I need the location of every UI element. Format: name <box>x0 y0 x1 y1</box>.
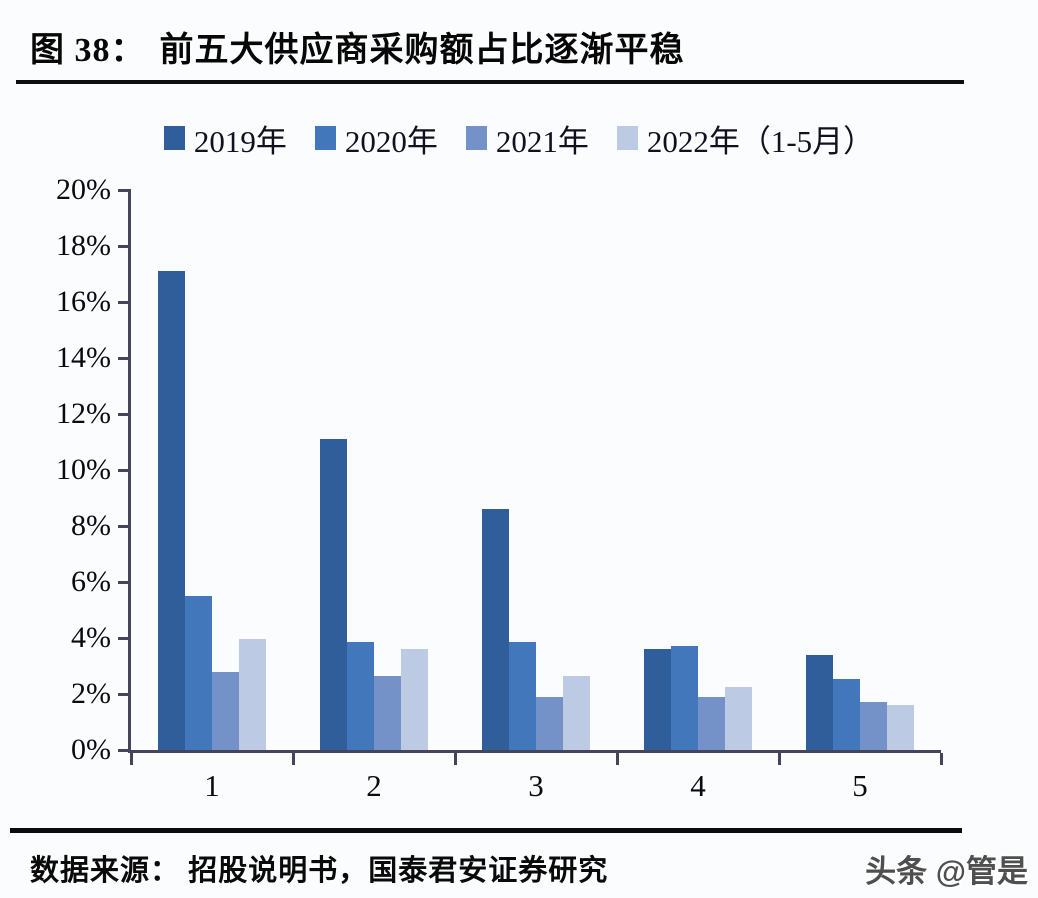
bar-2019年-category-2 <box>320 439 347 750</box>
data-source-text: 数据来源： 招股说明书，国泰君安证券研究 <box>30 855 609 887</box>
y-axis-tick-8 <box>118 524 131 528</box>
bar-2020年-category-4 <box>671 646 698 750</box>
x-axis-boundary-tick-4 <box>777 753 781 765</box>
y-axis-label-8: 8% <box>71 509 111 542</box>
legend-swatch-icon <box>616 126 638 150</box>
y-axis-label-0: 0% <box>71 733 111 766</box>
y-axis-tick-2 <box>118 692 131 696</box>
chart-legend: 2019年 2020年 2021年 2022年（1-5月） <box>0 116 1038 160</box>
legend-item-2020年: 2020年 <box>314 116 438 161</box>
x-axis-label-2: 2 <box>366 768 382 803</box>
x-axis-label-3: 3 <box>528 768 544 803</box>
y-axis-label-18: 18% <box>56 229 111 262</box>
bar-2019年-category-5 <box>806 654 833 750</box>
x-axis-boundary-tick-2 <box>453 753 457 765</box>
legend-item-2021年: 2021年 <box>465 116 589 161</box>
bar-2022年（1-5月）-category-4 <box>725 687 752 750</box>
y-axis-label-20: 20% <box>56 173 111 206</box>
legend-item-2022年（1-5月）: 2022年（1-5月） <box>616 116 875 161</box>
bar-2019年-category-4 <box>644 649 671 750</box>
bar-2021年-category-4 <box>698 696 725 750</box>
bar-2021年-category-3 <box>536 696 563 750</box>
bar-2020年-category-3 <box>509 642 536 750</box>
bar-2022年（1-5月）-category-2 <box>401 649 428 750</box>
y-axis-label-10: 10% <box>56 453 111 486</box>
x-axis-boundary-tick-0 <box>129 753 133 765</box>
footer-rule <box>10 828 962 833</box>
x-axis-boundary-tick-3 <box>615 753 619 765</box>
legend-label: 2022年（1-5月） <box>646 123 875 159</box>
legend-swatch-icon <box>314 126 336 150</box>
figure-number-label: 图 38： <box>30 32 146 69</box>
bar-2022年（1-5月）-category-1 <box>239 639 266 750</box>
x-axis-label-5: 5 <box>852 768 868 803</box>
legend-item-2019年: 2019年 <box>163 116 287 161</box>
bar-2020年-category-2 <box>347 642 374 750</box>
y-axis-label-12: 12% <box>56 397 111 430</box>
bar-2019年-category-3 <box>482 509 509 750</box>
legend-swatch-icon <box>465 126 487 150</box>
title-underline <box>16 80 964 84</box>
y-axis-tick-4 <box>118 636 131 640</box>
footer: 数据来源： 招股说明书，国泰君安证券研究 头条 @管是 <box>0 840 1038 896</box>
x-axis-boundary-tick-5 <box>939 753 943 765</box>
bar-2022年（1-5月）-category-5 <box>887 705 914 750</box>
bar-2020年-category-1 <box>185 596 212 750</box>
y-axis-tick-16 <box>118 300 131 304</box>
toutiao-watermark: 头条 @管是 <box>865 853 1028 889</box>
figure-title-text: 前五大供应商采购额占比逐渐平稳 <box>159 32 685 69</box>
y-axis-label-16: 16% <box>56 285 111 318</box>
y-axis-label-4: 4% <box>71 621 111 654</box>
y-axis-tick-14 <box>118 356 131 360</box>
y-axis-tick-12 <box>118 412 131 416</box>
bar-2020年-category-5 <box>833 678 860 750</box>
x-axis-boundary-tick-1 <box>291 753 295 765</box>
bar-2021年-category-1 <box>212 671 239 750</box>
y-axis-tick-6 <box>118 580 131 584</box>
y-axis-tick-10 <box>118 468 131 472</box>
bar-2021年-category-2 <box>374 675 401 750</box>
legend-label: 2019年 <box>193 123 287 159</box>
y-axis-label-2: 2% <box>71 677 111 710</box>
bar-2021年-category-5 <box>860 702 887 750</box>
y-axis-tick-18 <box>118 244 131 248</box>
legend-label: 2021年 <box>495 123 589 159</box>
x-axis-label-1: 1 <box>204 768 220 803</box>
y-axis-label-14: 14% <box>56 341 111 374</box>
legend-label: 2020年 <box>344 123 438 159</box>
bar-2022年（1-5月）-category-3 <box>563 675 590 750</box>
x-axis-label-4: 4 <box>690 768 706 803</box>
bar-chart-plot-area: 0% 2% 4% 6% 8% 10% 12% 14% 16% 18% 20% 1 2 3 4 5 <box>56 173 943 803</box>
y-axis-tick-20 <box>118 188 131 192</box>
y-axis-tick-0 <box>118 748 131 752</box>
y-axis-label-6: 6% <box>71 565 111 598</box>
bar-2019年-category-1 <box>158 271 185 750</box>
legend-swatch-icon <box>163 126 185 150</box>
figure-title: 图 38： 前五大供应商采购额占比逐渐平稳 <box>30 22 990 71</box>
